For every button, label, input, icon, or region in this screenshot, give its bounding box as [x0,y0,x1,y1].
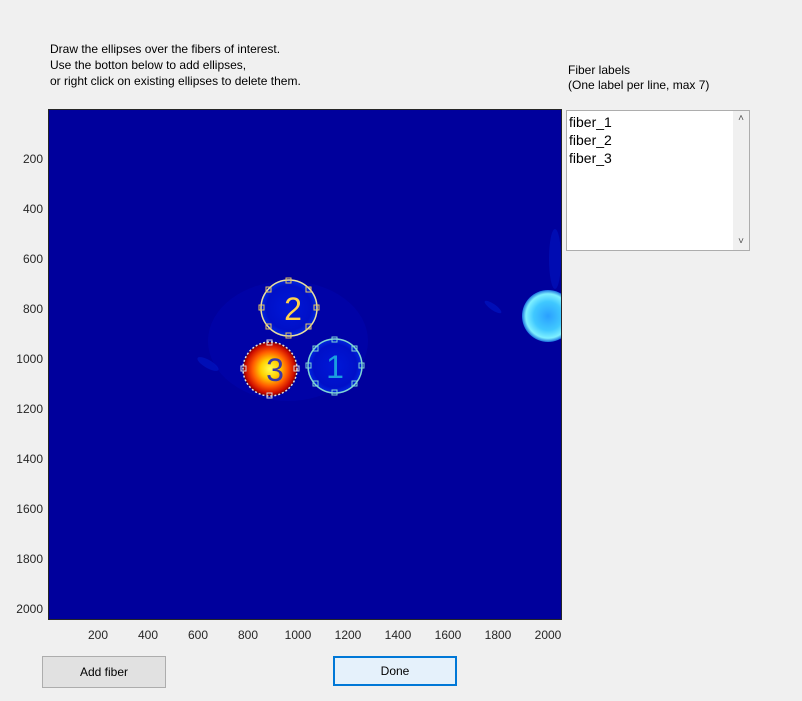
image-canvas[interactable]: 1 2 3 [48,109,562,620]
x-tick-label: 1200 [335,628,362,642]
ellipse-3-label: 3 [266,352,284,388]
y-tick-label: 1200 [16,402,43,416]
ellipse-2-label: 2 [284,291,302,327]
x-tick-label: 600 [188,628,208,642]
instructions-text: Draw the ellipses over the fibers of int… [50,41,301,89]
scroll-down-arrow-icon[interactable]: ˅ [738,236,744,247]
scroll-up-arrow-icon[interactable]: ˄ [738,113,744,124]
stray-reflection [484,300,502,314]
x-tick-label: 1400 [385,628,412,642]
done-button[interactable]: Done [333,656,457,686]
y-axis: 200 400 600 800 1000 1200 1400 1600 1800 2000 [16,152,43,616]
y-tick-label: 1400 [16,452,43,466]
x-tick-label: 400 [138,628,158,642]
y-tick-label: 200 [23,152,43,166]
instruction-line-1: Draw the ellipses over the fibers of int… [50,42,281,56]
instruction-line-3: or right click on existing ellipses to d… [50,74,301,88]
fiber-labels-hint: (One label per line, max 7) [568,78,710,92]
y-tick-label: 1800 [16,552,43,566]
x-tick-label: 200 [88,628,108,642]
y-tick-label: 400 [23,202,43,216]
instruction-line-2: Use the botton below to add ellipses, [50,58,247,72]
y-tick-label: 2000 [16,602,43,616]
add-fiber-button[interactable]: Add fiber [42,656,166,688]
textbox-scrollbar[interactable]: ˄ ˅ [733,111,749,250]
stray-reflection [197,357,219,371]
ellipse-1[interactable]: 1 [305,336,365,396]
fiber-labels-list: fiber_1 fiber_2 fiber_3 [569,113,612,167]
fiber-labels-heading: Fiber labels [568,63,631,77]
x-tick-label: 1000 [285,628,312,642]
x-tick-label: 1600 [435,628,462,642]
fiber-labels-title: Fiber labels (One label per line, max 7) [568,63,709,93]
y-tick-label: 1600 [16,502,43,516]
image-axes[interactable]: 1 2 3 [48,109,562,620]
x-tick-label: 1800 [485,628,512,642]
x-axis: 200 400 600 800 1000 1200 1400 1600 1800 2000 [88,628,562,642]
fiber-labels-textbox[interactable]: fiber_1 fiber_2 fiber_3 ˄ ˅ [566,110,750,251]
fiber-label-line: fiber_1 [569,114,612,130]
y-tick-label: 1000 [16,352,43,366]
fiber-3-core [243,342,297,396]
fiber-label-line: fiber_2 [569,132,612,148]
edge-glow [549,229,561,289]
y-tick-label: 800 [23,302,43,316]
ellipse-3[interactable]: 3 [240,339,300,399]
ellipse-1-label: 1 [326,349,344,385]
x-tick-label: 2000 [535,628,562,642]
x-tick-label: 800 [238,628,258,642]
fiber-label-line: fiber_3 [569,150,612,166]
axes-border [48,109,562,620]
fiber-2-core [261,280,317,336]
y-tick-label: 600 [23,252,43,266]
cyan-spot [522,290,561,342]
ellipse-2[interactable]: 2 [258,277,320,339]
fiber-1-core [308,339,362,393]
